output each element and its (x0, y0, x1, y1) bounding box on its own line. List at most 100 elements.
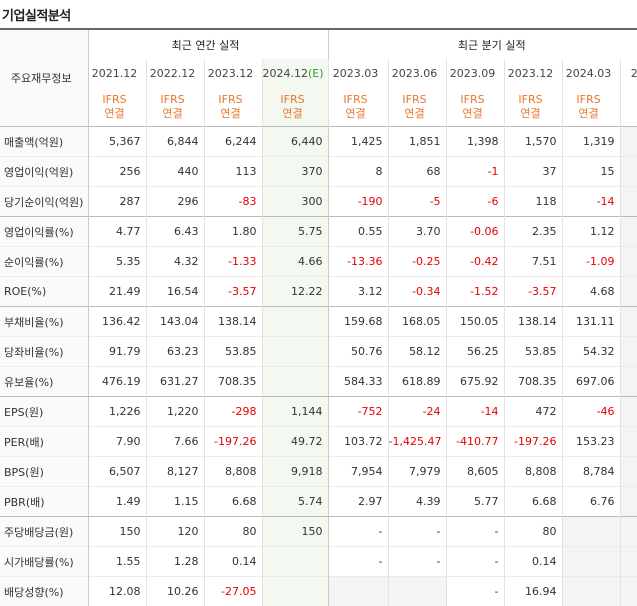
estimate-mark: (E) (308, 67, 324, 80)
row-label: 영업이익(억원) (0, 157, 88, 187)
data-cell: 256 (88, 157, 146, 187)
data-cell: 53.85 (204, 337, 262, 367)
data-cell: 3.70 (388, 217, 446, 247)
data-cell: -1,425.47 (388, 427, 446, 457)
data-cell: 80 (204, 517, 262, 547)
data-cell (262, 337, 328, 367)
data-cell: - (446, 517, 504, 547)
data-cell: 21.49 (88, 277, 146, 307)
data-cell: 37 (504, 157, 562, 187)
data-cell (262, 307, 328, 337)
data-cell: - (328, 517, 388, 547)
period-header: 2023.12 (504, 59, 562, 88)
data-cell: - (388, 517, 446, 547)
data-cell: 6,244 (204, 127, 262, 157)
row-label: PBR(배) (0, 487, 88, 517)
data-cell (620, 187, 637, 217)
data-cell: -0.06 (446, 217, 504, 247)
data-cell: 8,808 (204, 457, 262, 487)
period-header: 2023.03 (328, 59, 388, 88)
data-cell: - (446, 577, 504, 606)
period-header: 2023.09 (446, 59, 504, 88)
data-cell: 472 (504, 397, 562, 427)
row-label: 배당성향(%) (0, 577, 88, 606)
data-cell (620, 427, 637, 457)
data-cell (620, 217, 637, 247)
data-cell: 2.35 (504, 217, 562, 247)
data-cell: 6.76 (562, 487, 620, 517)
data-cell: 1.55 (88, 547, 146, 577)
data-cell: 56.25 (446, 337, 504, 367)
data-cell: 1,220 (146, 397, 204, 427)
data-cell: 1.28 (146, 547, 204, 577)
data-cell (620, 547, 637, 577)
corner-label: 주요재무정보 (0, 29, 88, 127)
data-cell: -13.36 (328, 247, 388, 277)
data-cell: 138.14 (504, 307, 562, 337)
data-cell: 143.04 (146, 307, 204, 337)
data-cell: 287 (88, 187, 146, 217)
data-cell: -3.57 (504, 277, 562, 307)
data-cell: 1.15 (146, 487, 204, 517)
data-cell: -1 (446, 157, 504, 187)
row-label: 주당배당금(원) (0, 517, 88, 547)
data-cell: 10.26 (146, 577, 204, 606)
row-label: 유보율(%) (0, 367, 88, 397)
data-cell: 4.39 (388, 487, 446, 517)
data-cell: 4.68 (562, 277, 620, 307)
data-cell: 153.23 (562, 427, 620, 457)
period-header: 2023.06 (388, 59, 446, 88)
data-cell: 6,440 (262, 127, 328, 157)
row-label: PER(배) (0, 427, 88, 457)
data-cell (620, 367, 637, 397)
data-cell: 5.74 (262, 487, 328, 517)
data-cell: 8,784 (562, 457, 620, 487)
data-cell: 50.76 (328, 337, 388, 367)
data-cell: 1.12 (562, 217, 620, 247)
data-cell: -752 (328, 397, 388, 427)
data-cell: 440 (146, 157, 204, 187)
data-cell: - (328, 547, 388, 577)
data-cell: 7,979 (388, 457, 446, 487)
period-header: 2024.12(E) (262, 59, 328, 88)
data-cell: -410.77 (446, 427, 504, 457)
data-cell: -1.52 (446, 277, 504, 307)
data-cell: 697.06 (562, 367, 620, 397)
data-cell: 120 (146, 517, 204, 547)
data-cell: -1.09 (562, 247, 620, 277)
data-cell: 8,808 (504, 457, 562, 487)
data-cell: 53.85 (504, 337, 562, 367)
period-header: 2021.12 (88, 59, 146, 88)
data-cell: 12.22 (262, 277, 328, 307)
row-label: 순이익률(%) (0, 247, 88, 277)
data-cell: 2.97 (328, 487, 388, 517)
data-cell: 476.19 (88, 367, 146, 397)
data-cell: 1.80 (204, 217, 262, 247)
row-label: 부채비율(%) (0, 307, 88, 337)
data-cell (620, 157, 637, 187)
data-cell (620, 247, 637, 277)
row-label: 매출액(억원) (0, 127, 88, 157)
data-cell (562, 547, 620, 577)
data-cell: 16.54 (146, 277, 204, 307)
data-cell: 113 (204, 157, 262, 187)
data-cell: 150.05 (446, 307, 504, 337)
row-label: EPS(원) (0, 397, 88, 427)
data-cell (388, 577, 446, 606)
row-label: ROE(%) (0, 277, 88, 307)
data-cell: -0.34 (388, 277, 446, 307)
data-cell: 1,851 (388, 127, 446, 157)
data-cell: -83 (204, 187, 262, 217)
data-cell: -27.05 (204, 577, 262, 606)
data-cell: 8,127 (146, 457, 204, 487)
